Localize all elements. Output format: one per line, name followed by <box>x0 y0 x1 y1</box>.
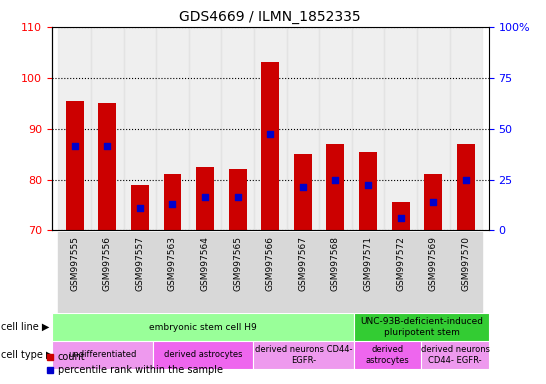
Text: GSM997570: GSM997570 <box>461 237 470 291</box>
Bar <box>417 232 449 313</box>
Bar <box>449 232 482 313</box>
Title: GDS4669 / ILMN_1852335: GDS4669 / ILMN_1852335 <box>180 10 361 25</box>
Text: derived neurons CD44-
EGFR-: derived neurons CD44- EGFR- <box>255 345 353 364</box>
Text: GSM997564: GSM997564 <box>200 237 210 291</box>
Text: GSM997555: GSM997555 <box>70 237 79 291</box>
Bar <box>457 144 475 230</box>
Bar <box>253 341 354 369</box>
Bar <box>294 154 312 230</box>
Bar <box>422 341 489 369</box>
Bar <box>196 167 214 230</box>
Text: GSM997557: GSM997557 <box>135 237 144 291</box>
Text: GSM997556: GSM997556 <box>103 237 112 291</box>
Bar <box>91 27 123 230</box>
Point <box>135 204 144 210</box>
Bar <box>52 313 354 341</box>
Bar <box>66 101 84 230</box>
Point <box>233 194 242 200</box>
Point <box>70 143 79 149</box>
Text: derived astrocytes: derived astrocytes <box>164 350 242 359</box>
Point <box>396 215 405 221</box>
Bar <box>352 27 384 230</box>
Bar <box>131 185 149 230</box>
Bar <box>417 27 449 230</box>
Legend: count, percentile rank within the sample: count, percentile rank within the sample <box>43 348 227 379</box>
Bar <box>123 27 156 230</box>
Point <box>168 201 177 207</box>
Point <box>103 143 111 149</box>
Point <box>461 176 470 182</box>
Text: derived
astrocytes: derived astrocytes <box>366 345 410 364</box>
Bar <box>352 232 384 313</box>
Bar <box>384 232 417 313</box>
Bar <box>354 341 422 369</box>
Bar <box>153 341 253 369</box>
Bar <box>156 232 189 313</box>
Bar <box>58 27 91 230</box>
Text: derived neurons
CD44- EGFR-: derived neurons CD44- EGFR- <box>420 345 490 364</box>
Text: GSM997568: GSM997568 <box>331 237 340 291</box>
Point <box>364 182 372 188</box>
Bar <box>254 232 287 313</box>
Text: embryonic stem cell H9: embryonic stem cell H9 <box>149 323 257 332</box>
Text: GSM997567: GSM997567 <box>298 237 307 291</box>
Bar <box>449 27 482 230</box>
Point <box>201 194 210 200</box>
Bar <box>189 27 221 230</box>
Text: UNC-93B-deficient-induced
pluripotent stem: UNC-93B-deficient-induced pluripotent st… <box>360 318 483 337</box>
Point <box>331 176 340 182</box>
Text: GSM997572: GSM997572 <box>396 237 405 291</box>
Text: GSM997566: GSM997566 <box>266 237 275 291</box>
Bar <box>189 232 221 313</box>
Bar <box>319 27 352 230</box>
Bar <box>229 169 247 230</box>
Text: GSM997563: GSM997563 <box>168 237 177 291</box>
Bar <box>221 232 254 313</box>
Text: undifferentiated: undifferentiated <box>68 350 136 359</box>
Bar <box>52 341 153 369</box>
Text: GSM997565: GSM997565 <box>233 237 242 291</box>
Bar <box>319 232 352 313</box>
Bar <box>98 103 116 230</box>
Bar <box>354 313 489 341</box>
Bar <box>384 27 417 230</box>
Text: GSM997569: GSM997569 <box>429 237 438 291</box>
Bar <box>287 27 319 230</box>
Bar <box>424 174 442 230</box>
Bar <box>359 152 377 230</box>
Bar <box>262 63 279 230</box>
Bar <box>327 144 345 230</box>
Bar <box>221 27 254 230</box>
Bar <box>254 27 287 230</box>
Text: cell type ▶: cell type ▶ <box>1 350 54 360</box>
Bar <box>391 202 410 230</box>
Bar <box>287 232 319 313</box>
Bar <box>58 232 91 313</box>
Point <box>266 131 275 137</box>
Point <box>299 184 307 190</box>
Text: GSM997571: GSM997571 <box>364 237 372 291</box>
Bar <box>91 232 123 313</box>
Text: cell line ▶: cell line ▶ <box>1 322 50 332</box>
Bar <box>163 174 181 230</box>
Bar <box>123 232 156 313</box>
Bar <box>156 27 189 230</box>
Point <box>429 199 438 205</box>
